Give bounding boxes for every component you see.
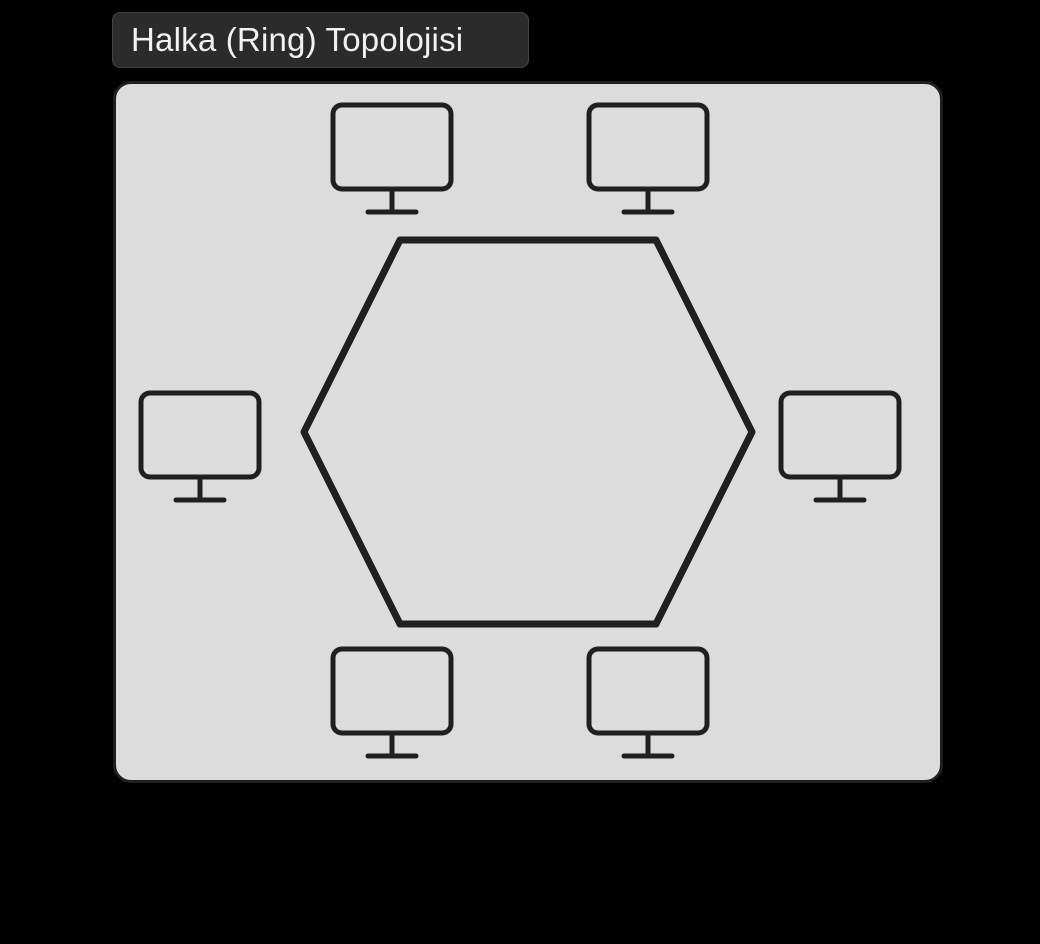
computer-icon-top-right (586, 102, 710, 215)
computer-icon-bottom-right (586, 646, 710, 759)
computer-icon-top-left (330, 102, 454, 215)
computer-icon-left (138, 390, 262, 503)
diagram-panel (113, 81, 943, 783)
computer-icon-right (778, 390, 902, 503)
diagram-title-tab: Halka (Ring) Topolojisi (112, 12, 529, 68)
diagram-title: Halka (Ring) Topolojisi (131, 21, 464, 58)
ring-connection-hexagon (300, 236, 756, 628)
computer-icon-bottom-left (330, 646, 454, 759)
